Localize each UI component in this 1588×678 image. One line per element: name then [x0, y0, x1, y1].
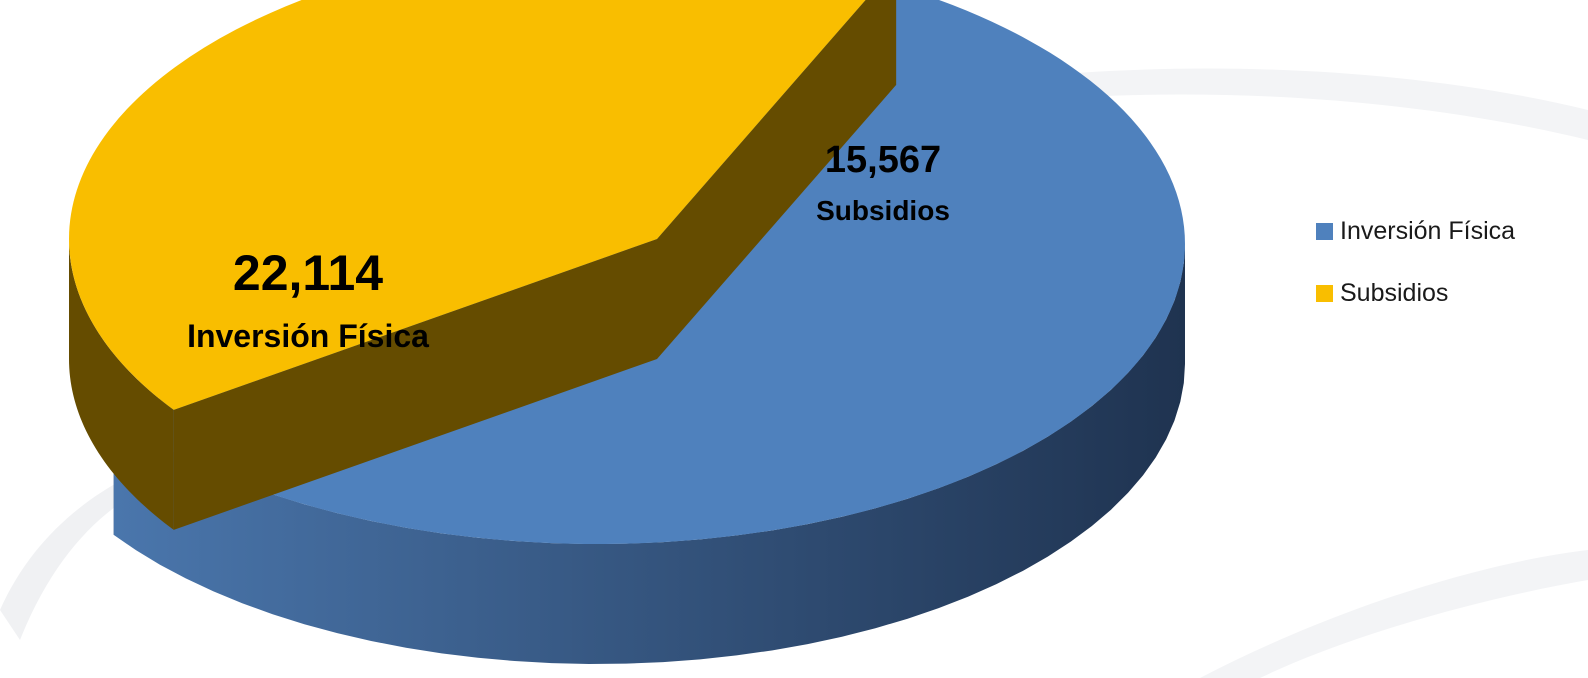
pie-layer: [69, 0, 1186, 664]
legend-label-inversion-fisica: Inversión Física: [1340, 216, 1516, 245]
legend-swatch-subsidios: [1316, 284, 1333, 302]
legend: Inversión Física Subsidios: [1316, 214, 1515, 338]
slice-wall-subsidios-1: [657, 0, 897, 359]
slice-wall-subsidios-0: [173, 239, 657, 530]
slice-top-subsidios: [69, 0, 866, 410]
data-label-name-subsidios: Subsidios: [816, 195, 950, 226]
legend-label-subsidios: Subsidios: [1340, 278, 1449, 307]
legend-swatch-inversion-fisica: [1316, 222, 1333, 240]
data-labels: 22,114 Inversión Física 15,567 Subsidios: [187, 139, 950, 354]
data-label-value-inversion-fisica: 22,114: [233, 245, 383, 301]
slice-outer-wall-inversion-fisica: [113, 244, 1186, 664]
legend-item-subsidios: Subsidios: [1316, 276, 1515, 310]
pie-slice-subsidios: [69, 0, 897, 530]
data-label-name-inversion-fisica: Inversión Física: [187, 318, 429, 354]
slice-outer-wall-subsidios: [69, 239, 174, 530]
legend-item-inversion-fisica: Inversión Física: [1316, 214, 1515, 248]
data-label-value-subsidios: 15,567: [825, 139, 941, 181]
